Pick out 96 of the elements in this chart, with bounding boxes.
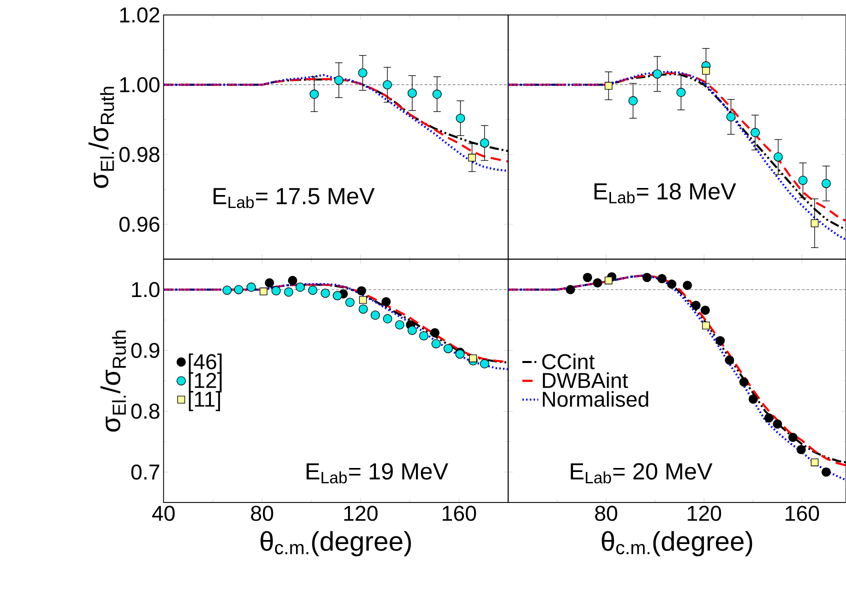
point	[750, 128, 760, 137]
y-tick-label: 0.98	[119, 146, 160, 162]
point	[222, 285, 232, 295]
y-tick-label: 1.02	[120, 7, 160, 22]
point	[724, 355, 734, 365]
point	[320, 288, 330, 298]
point	[716, 336, 725, 346]
point	[469, 354, 477, 362]
point	[628, 96, 638, 106]
legend-label: CCint	[542, 353, 595, 370]
point	[430, 328, 440, 338]
point	[260, 287, 268, 296]
point	[370, 310, 380, 320]
point	[582, 272, 592, 282]
point	[480, 359, 490, 368]
point	[419, 331, 428, 340]
x-tick-label: 160	[786, 506, 819, 521]
legend-label: [11]	[188, 390, 220, 411]
point	[657, 274, 667, 284]
point	[822, 467, 831, 477]
x-tick-label: 80	[251, 506, 274, 521]
point	[796, 444, 806, 454]
point	[359, 296, 367, 304]
point	[604, 82, 612, 90]
point	[456, 113, 466, 123]
point	[810, 458, 819, 466]
point	[296, 282, 305, 292]
point	[682, 280, 692, 290]
point	[264, 278, 274, 288]
point	[431, 338, 441, 348]
point	[764, 413, 774, 422]
point	[642, 272, 652, 282]
point	[432, 89, 442, 99]
point	[810, 219, 819, 227]
annotation: E$_{Lab}$= 18 MeV	[594, 182, 736, 204]
x-tick-label: 80	[595, 506, 618, 521]
y-tick-label: 0.96	[119, 216, 160, 232]
point	[382, 314, 392, 324]
y-tick-label: 0.9	[131, 342, 160, 358]
x-axis-title: θ$_{c.m.}$(degree)	[260, 530, 411, 556]
point	[822, 178, 831, 188]
x-axis-title: θ$_{c.m.}$(degree)	[602, 530, 752, 556]
point	[310, 89, 319, 99]
point	[700, 305, 710, 315]
point	[332, 290, 342, 300]
point	[566, 284, 575, 294]
y-axis-title: σ$_{El.}$/σ$_{Ruth}$	[88, 86, 114, 188]
y-axis-title: σ$_{El.}$/σ$_{Ruth}$	[100, 330, 126, 432]
point	[345, 298, 355, 307]
point	[234, 284, 244, 294]
legend-label: [46]	[188, 353, 222, 374]
point	[702, 66, 710, 74]
x-tick-label: 160	[442, 506, 476, 521]
x-tick-label: 40	[152, 506, 175, 521]
point	[308, 285, 318, 295]
point	[271, 286, 281, 296]
point	[652, 69, 662, 78]
point	[408, 326, 417, 335]
legend-label: DWBAint	[542, 372, 628, 388]
annotation: E$_{Lab}$= 17.5 MeV	[214, 188, 375, 208]
y-tick-label: 1.00	[120, 76, 160, 92]
point	[288, 276, 298, 285]
point	[334, 75, 344, 85]
point	[382, 80, 392, 90]
point	[395, 320, 404, 330]
point	[691, 300, 701, 310]
point	[748, 394, 758, 404]
legend-label: Normalised	[542, 390, 648, 407]
y-tick-label: 0.8	[131, 403, 160, 419]
point	[246, 282, 256, 292]
point	[284, 287, 294, 296]
point	[408, 88, 417, 98]
point	[676, 88, 686, 97]
point	[604, 276, 612, 284]
point	[667, 279, 676, 289]
point	[444, 344, 453, 354]
point	[772, 419, 782, 428]
point	[356, 286, 366, 296]
point	[468, 154, 476, 162]
x-tick-label: 120	[688, 506, 722, 521]
point	[739, 377, 749, 386]
x-tick-label: 120	[344, 506, 378, 521]
y-tick-label: 0.7	[131, 464, 160, 480]
point	[788, 432, 798, 442]
point	[381, 296, 391, 306]
point	[592, 278, 602, 288]
y-tick-label: 1.0	[132, 282, 160, 298]
point	[726, 112, 736, 122]
point	[798, 176, 808, 185]
point	[774, 152, 783, 162]
annotation: E$_{Lab}$= 19 MeV	[306, 462, 448, 484]
point	[358, 68, 368, 78]
point	[702, 321, 710, 330]
annotation: E$_{Lab}$= 20 MeV	[570, 462, 712, 484]
point	[480, 138, 490, 148]
point	[358, 304, 368, 314]
